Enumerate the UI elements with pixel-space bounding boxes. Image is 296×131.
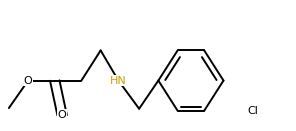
Text: O: O: [24, 76, 33, 86]
Text: HN: HN: [110, 76, 127, 86]
Text: O: O: [58, 110, 67, 120]
Text: Cl: Cl: [248, 106, 258, 116]
